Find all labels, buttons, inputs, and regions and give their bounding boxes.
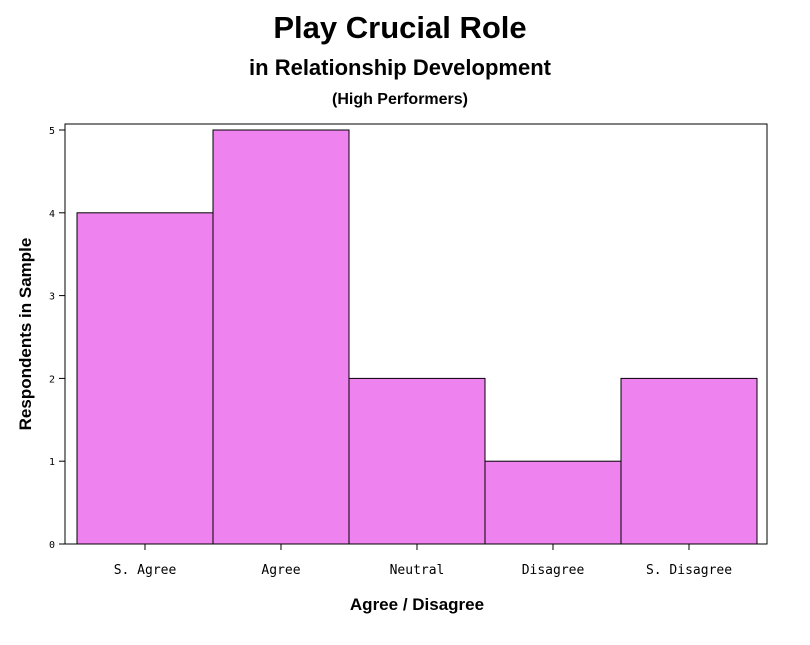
chart-subtitle-2: (High Performers) — [332, 91, 468, 108]
bar — [76, 212, 214, 545]
y-axis-ticks: 0 1 2 3 4 5 — [49, 126, 65, 551]
bar — [484, 460, 622, 545]
x-tick-label: S. Agree — [114, 563, 177, 578]
x-axis-ticks: S. Agree Agree Neutral Disagree S. Disagree — [114, 544, 732, 578]
y-tick-label: 1 — [49, 457, 55, 468]
x-tick-label: Agree — [261, 563, 300, 578]
bar — [348, 377, 486, 545]
x-tick-label: S. Disagree — [646, 563, 732, 578]
bar — [212, 129, 350, 545]
bar — [620, 377, 758, 545]
y-tick-label: 4 — [49, 209, 55, 220]
y-tick-label: 3 — [49, 292, 55, 303]
y-tick-label: 5 — [49, 126, 55, 137]
x-axis-label: Agree / Disagree — [350, 595, 484, 614]
chart-subtitle: in Relationship Development — [249, 55, 552, 80]
x-tick-label: Disagree — [522, 563, 585, 578]
y-tick-label: 2 — [49, 374, 55, 385]
y-tick-label: 0 — [49, 540, 55, 551]
chart-title: Play Crucial Role — [273, 10, 526, 45]
x-tick-label: Neutral — [390, 563, 445, 578]
bar-group — [76, 129, 758, 545]
y-axis-label: Respondents in Sample — [16, 238, 35, 431]
